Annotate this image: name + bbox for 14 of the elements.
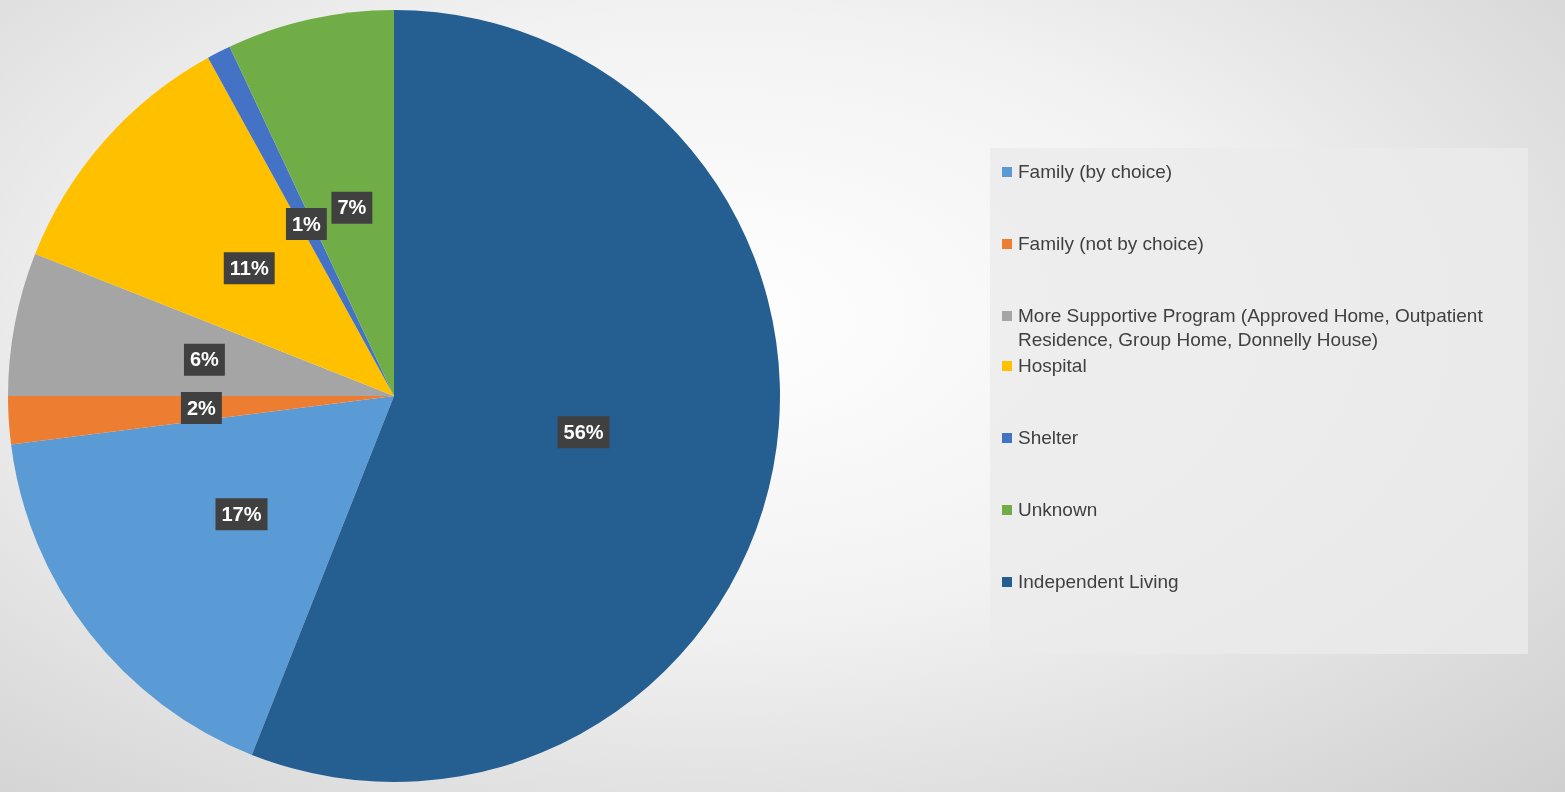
- legend-label: Unknown: [1018, 498, 1098, 522]
- legend-label: Hospital: [1018, 354, 1087, 378]
- data-label: 1%: [291, 212, 322, 235]
- data-label: 7%: [337, 196, 367, 219]
- legend-label: Shelter: [1018, 426, 1079, 450]
- data-label: 17%: [221, 502, 262, 525]
- legend-label: More Supportive Program (Approved Home, Outpatient Residence, Group Home, Donnelly House): [1018, 304, 1484, 352]
- data-label: 56%: [563, 420, 604, 443]
- legend-label: Family (not by choice): [1018, 232, 1204, 256]
- data-label: 6%: [189, 348, 220, 371]
- legend-label: Family (by choice): [1018, 160, 1173, 184]
- data-label: 11%: [229, 256, 269, 279]
- legend-label: Independent Living: [1018, 570, 1179, 594]
- data-label: 2%: [186, 396, 217, 419]
